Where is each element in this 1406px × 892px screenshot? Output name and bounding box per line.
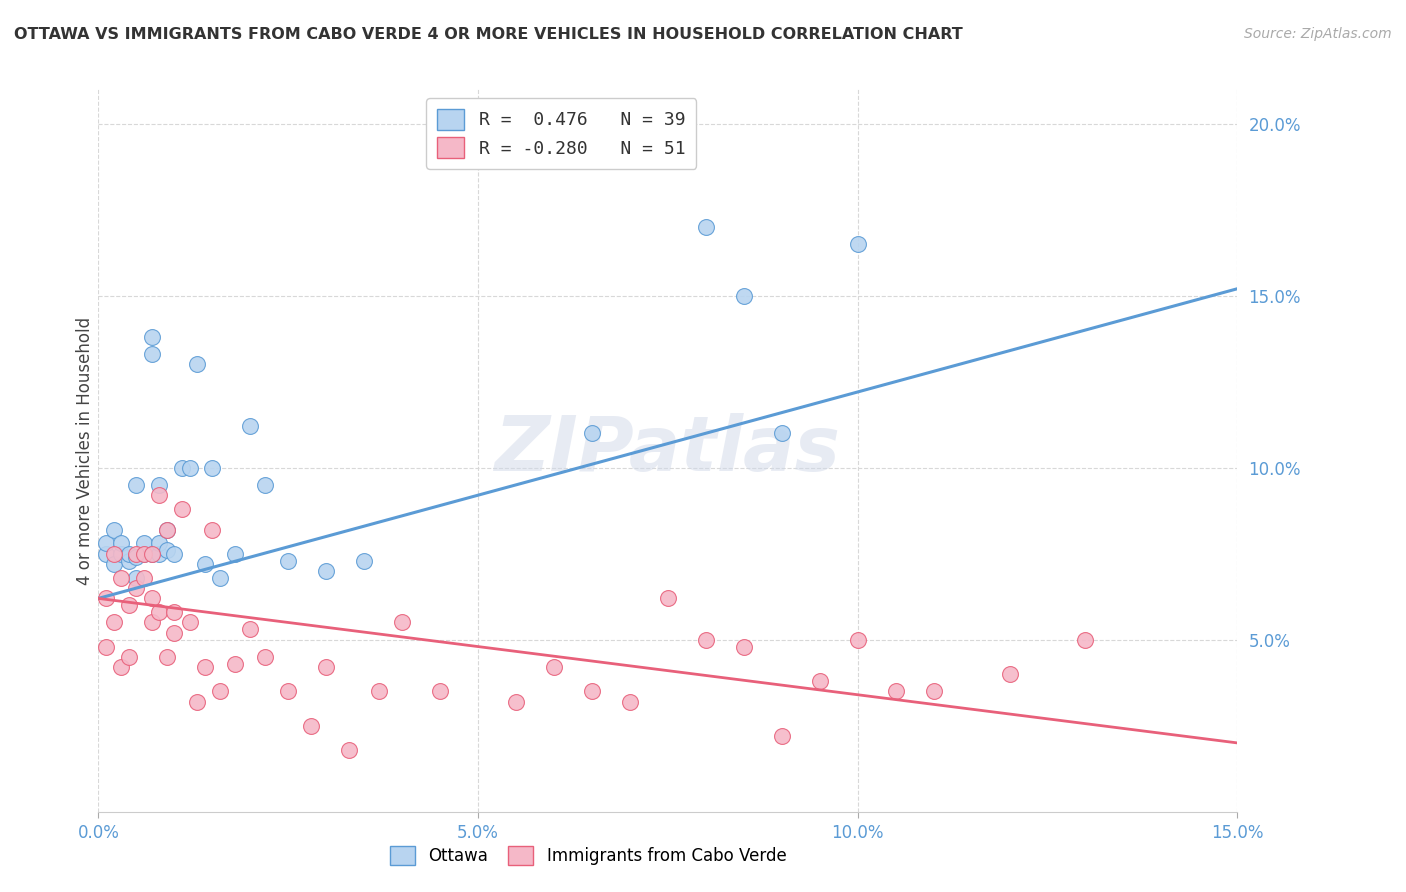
Point bbox=[163, 547, 186, 561]
Point bbox=[808, 673, 831, 688]
Point bbox=[125, 547, 148, 561]
Point bbox=[148, 605, 170, 619]
Point bbox=[315, 564, 337, 578]
Point bbox=[141, 347, 163, 361]
Text: ZIPatlas: ZIPatlas bbox=[495, 414, 841, 487]
Point bbox=[118, 547, 141, 561]
Point bbox=[103, 523, 125, 537]
Point bbox=[770, 729, 793, 743]
Point bbox=[141, 591, 163, 606]
Point bbox=[254, 478, 277, 492]
Point bbox=[505, 695, 527, 709]
Point bbox=[141, 547, 163, 561]
Point bbox=[922, 684, 945, 698]
Point bbox=[125, 478, 148, 492]
Point bbox=[132, 536, 155, 550]
Text: OTTAWA VS IMMIGRANTS FROM CABO VERDE 4 OR MORE VEHICLES IN HOUSEHOLD CORRELATION: OTTAWA VS IMMIGRANTS FROM CABO VERDE 4 O… bbox=[14, 27, 963, 42]
Point bbox=[998, 667, 1021, 681]
Point bbox=[163, 625, 186, 640]
Point bbox=[110, 660, 132, 674]
Point bbox=[391, 615, 413, 630]
Point bbox=[657, 591, 679, 606]
Point bbox=[277, 553, 299, 567]
Point bbox=[733, 288, 755, 302]
Point bbox=[239, 419, 262, 434]
Point bbox=[141, 615, 163, 630]
Point bbox=[94, 536, 117, 550]
Point bbox=[125, 550, 148, 565]
Point bbox=[201, 523, 224, 537]
Point bbox=[103, 615, 125, 630]
Point bbox=[156, 543, 179, 558]
Point bbox=[110, 571, 132, 585]
Point bbox=[132, 547, 155, 561]
Point bbox=[156, 523, 179, 537]
Point bbox=[170, 502, 193, 516]
Point bbox=[315, 660, 337, 674]
Point bbox=[194, 557, 217, 571]
Point bbox=[581, 684, 603, 698]
Point bbox=[110, 536, 132, 550]
Point bbox=[156, 649, 179, 664]
Point bbox=[148, 536, 170, 550]
Point bbox=[254, 649, 277, 664]
Point bbox=[208, 571, 231, 585]
Point bbox=[125, 571, 148, 585]
Point bbox=[337, 743, 360, 757]
Point bbox=[368, 684, 391, 698]
Point bbox=[846, 237, 869, 252]
Point bbox=[103, 547, 125, 561]
Point bbox=[581, 426, 603, 441]
Point bbox=[125, 581, 148, 595]
Point bbox=[201, 460, 224, 475]
Point bbox=[733, 640, 755, 654]
Point bbox=[353, 553, 375, 567]
Point bbox=[148, 488, 170, 502]
Point bbox=[277, 684, 299, 698]
Point bbox=[163, 605, 186, 619]
Point bbox=[179, 460, 201, 475]
Point bbox=[118, 553, 141, 567]
Text: Source: ZipAtlas.com: Source: ZipAtlas.com bbox=[1244, 27, 1392, 41]
Point bbox=[156, 523, 179, 537]
Point bbox=[543, 660, 565, 674]
Point bbox=[695, 219, 717, 234]
Point bbox=[846, 632, 869, 647]
Point bbox=[770, 426, 793, 441]
Point bbox=[94, 547, 117, 561]
Point bbox=[194, 660, 217, 674]
Point bbox=[224, 547, 246, 561]
Point bbox=[619, 695, 641, 709]
Point bbox=[94, 591, 117, 606]
Point bbox=[141, 330, 163, 344]
Point bbox=[141, 547, 163, 561]
Point bbox=[148, 478, 170, 492]
Point bbox=[224, 657, 246, 671]
Point bbox=[94, 640, 117, 654]
Point bbox=[103, 557, 125, 571]
Point bbox=[208, 684, 231, 698]
Point bbox=[186, 695, 208, 709]
Point bbox=[179, 615, 201, 630]
Point bbox=[118, 649, 141, 664]
Point bbox=[299, 719, 322, 733]
Point bbox=[695, 632, 717, 647]
Point bbox=[1074, 632, 1097, 647]
Legend: Ottawa, Immigrants from Cabo Verde: Ottawa, Immigrants from Cabo Verde bbox=[384, 839, 793, 872]
Point bbox=[110, 547, 132, 561]
Point bbox=[239, 623, 262, 637]
Point bbox=[884, 684, 907, 698]
Point bbox=[170, 460, 193, 475]
Point bbox=[429, 684, 451, 698]
Point bbox=[132, 547, 155, 561]
Point bbox=[132, 571, 155, 585]
Y-axis label: 4 or more Vehicles in Household: 4 or more Vehicles in Household bbox=[76, 317, 94, 584]
Point bbox=[148, 547, 170, 561]
Point bbox=[186, 358, 208, 372]
Point bbox=[118, 599, 141, 613]
